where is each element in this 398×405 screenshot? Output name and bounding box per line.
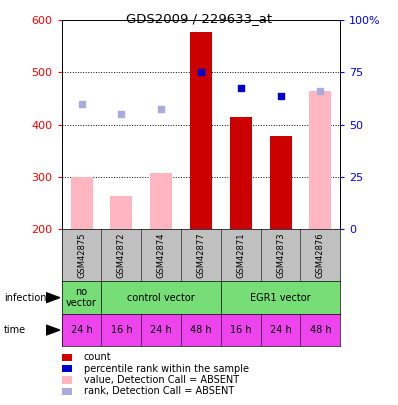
Text: GSM42872: GSM42872 <box>117 232 126 278</box>
Text: control vector: control vector <box>127 293 195 303</box>
Text: infection: infection <box>4 293 47 303</box>
Point <box>198 69 204 76</box>
Text: no
vector: no vector <box>66 287 97 309</box>
Bar <box>111 196 132 229</box>
Bar <box>230 117 252 229</box>
Polygon shape <box>46 292 60 303</box>
Point <box>238 85 244 91</box>
Text: GSM42874: GSM42874 <box>157 232 166 278</box>
Text: GSM42877: GSM42877 <box>197 232 205 278</box>
Text: GSM42875: GSM42875 <box>77 232 86 278</box>
Text: 16 h: 16 h <box>230 325 252 335</box>
Text: time: time <box>4 325 26 335</box>
Text: 48 h: 48 h <box>190 325 212 335</box>
Bar <box>150 173 172 229</box>
Text: GSM42873: GSM42873 <box>276 232 285 278</box>
Text: percentile rank within the sample: percentile rank within the sample <box>84 364 249 373</box>
Point <box>78 100 85 107</box>
Text: EGR1 vector: EGR1 vector <box>250 293 311 303</box>
Text: 24 h: 24 h <box>71 325 92 335</box>
Text: GDS2009 / 229633_at: GDS2009 / 229633_at <box>126 12 272 25</box>
Text: rank, Detection Call = ABSENT: rank, Detection Call = ABSENT <box>84 386 234 396</box>
Bar <box>270 136 291 229</box>
Text: 24 h: 24 h <box>270 325 291 335</box>
Point <box>118 111 125 117</box>
Bar <box>190 32 212 229</box>
Point <box>277 93 284 99</box>
Text: 16 h: 16 h <box>111 325 132 335</box>
Point <box>317 87 324 94</box>
Text: GSM42871: GSM42871 <box>236 232 245 278</box>
Text: count: count <box>84 352 111 362</box>
Bar <box>71 177 92 229</box>
Polygon shape <box>46 325 60 335</box>
Text: 48 h: 48 h <box>310 325 331 335</box>
Text: 24 h: 24 h <box>150 325 172 335</box>
Point <box>158 106 164 112</box>
Text: value, Detection Call = ABSENT: value, Detection Call = ABSENT <box>84 375 239 385</box>
Text: GSM42876: GSM42876 <box>316 232 325 278</box>
Bar <box>310 91 332 229</box>
